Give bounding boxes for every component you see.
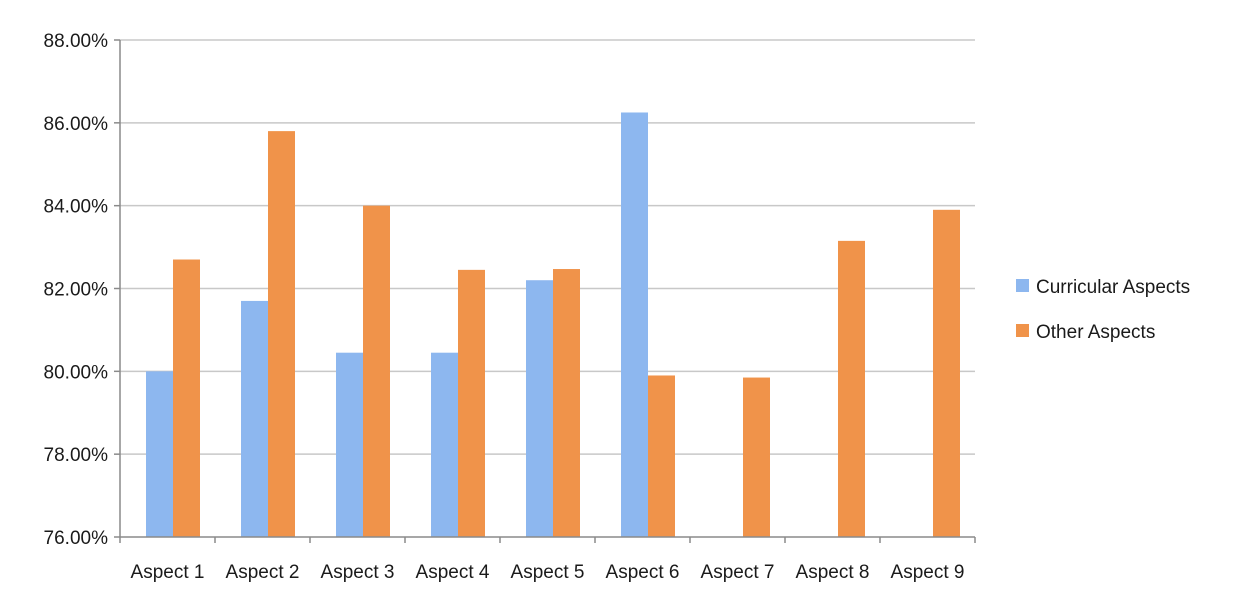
x-category-label: Aspect 1	[131, 562, 205, 583]
bar-other-6	[648, 375, 675, 537]
bar-other-1	[173, 259, 200, 537]
bars	[146, 112, 960, 538]
bar-curricular-2	[241, 300, 268, 537]
y-axis-ticks: 76.00% 78.00% 80.00% 82.00% 84.00% 86.00% 88.0…	[44, 31, 120, 549]
bar-curricular-1	[146, 371, 173, 537]
x-axis-categories: Aspect 1 Aspect 2 Aspect 3 Aspect 4 Aspect 5…	[119, 537, 976, 583]
bar-other-2	[268, 131, 295, 537]
bar-other-3	[363, 205, 390, 537]
legend-label: Other Aspects	[1036, 322, 1155, 343]
y-tick-label: 88.00%	[44, 31, 109, 52]
bar-other-8	[838, 240, 865, 537]
y-tick-label: 82.00%	[44, 280, 109, 301]
bar-curricular-6	[621, 112, 648, 538]
bar-curricular-4	[431, 352, 458, 537]
axes	[119, 40, 975, 538]
x-category-label: Aspect 7	[701, 562, 775, 583]
bar-other-7	[743, 377, 770, 537]
legend-swatch	[1016, 279, 1029, 292]
y-tick-label: 76.00%	[44, 528, 109, 549]
x-category-label: Aspect 2	[226, 562, 300, 583]
x-category-label: Aspect 4	[416, 562, 490, 583]
y-tick-label: 84.00%	[44, 197, 109, 218]
x-category-label: Aspect 3	[321, 562, 395, 583]
bar-other-9	[933, 209, 960, 537]
bar-other-5	[553, 269, 580, 537]
y-tick-label: 80.00%	[44, 362, 109, 383]
y-tick-label: 78.00%	[44, 445, 109, 466]
legend-label: Curricular Aspects	[1036, 277, 1190, 298]
bar-curricular-3	[336, 352, 363, 537]
x-category-label: Aspect 6	[606, 562, 680, 583]
x-category-label: Aspect 8	[796, 562, 870, 583]
y-tick-label: 86.00%	[44, 114, 109, 135]
bar-curricular-5	[526, 280, 553, 537]
legend: Curricular Aspects Other Aspects	[1016, 277, 1190, 343]
x-category-label: Aspect 9	[891, 562, 965, 583]
bar-other-4	[458, 269, 485, 537]
legend-swatch	[1016, 324, 1029, 337]
x-category-label: Aspect 5	[511, 562, 585, 583]
